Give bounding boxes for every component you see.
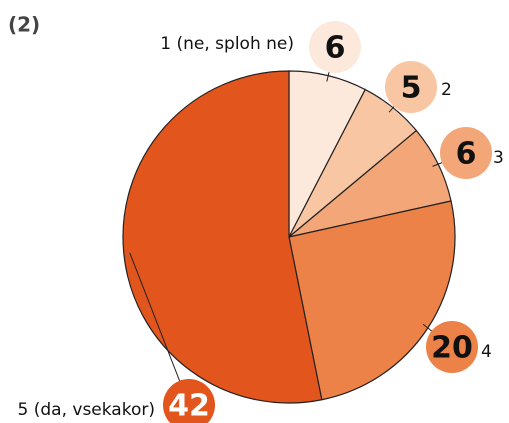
value-label: 5 (401, 71, 422, 106)
value-badge (426, 321, 478, 373)
value-badge (440, 127, 492, 179)
category-label: 3 (493, 148, 504, 168)
category-label: 1 (ne, sploh ne) (160, 34, 294, 54)
value-label: 20 (431, 331, 473, 366)
category-label: 4 (481, 342, 492, 362)
chart-title: (2) (8, 13, 40, 37)
pie-slice (288, 200, 456, 401)
pie-slice (122, 70, 323, 404)
value-badge (309, 21, 361, 73)
value-label: 6 (325, 31, 346, 66)
category-label: 5 (da, vsekakor) (18, 400, 155, 420)
category-label: 2 (441, 80, 452, 100)
value-badge (163, 379, 215, 423)
value-badge (385, 61, 437, 113)
value-label: 6 (456, 137, 477, 172)
value-label: 42 (168, 389, 210, 423)
leader-line (129, 252, 190, 406)
